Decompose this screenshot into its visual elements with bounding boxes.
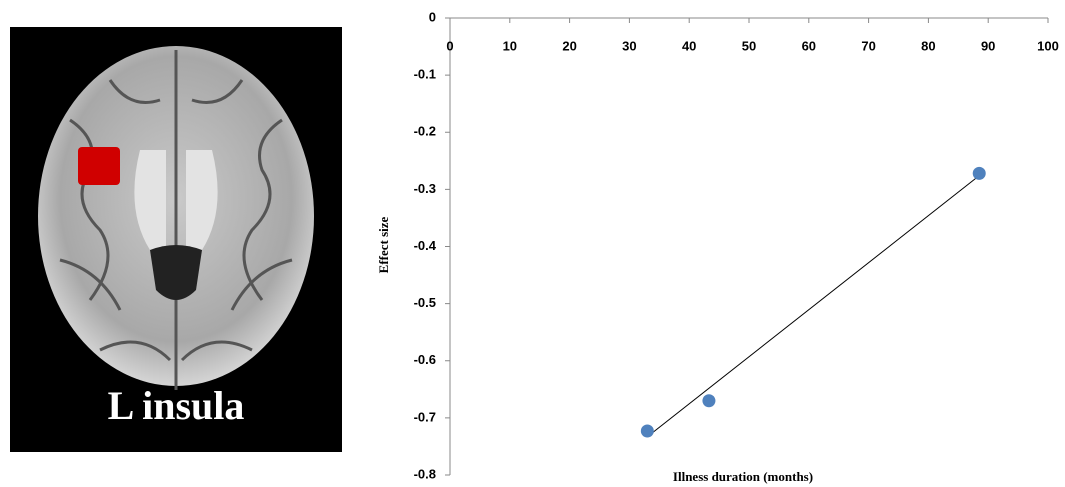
y-tick-label: -0.6 <box>414 352 436 367</box>
y-tick-label: -0.1 <box>414 67 436 82</box>
x-tick-label: 40 <box>682 38 696 53</box>
figure: L insula Effect size Illness duration (m… <box>0 0 1065 487</box>
x-tick-label: 80 <box>921 38 935 53</box>
x-tick-label: 90 <box>981 38 995 53</box>
x-tick-label: 0 <box>446 38 453 53</box>
x-tick-label: 30 <box>622 38 636 53</box>
brain-panel: L insula <box>10 27 342 452</box>
y-tick-label: -0.3 <box>414 181 436 196</box>
x-tick-label: 70 <box>861 38 875 53</box>
roi-highlight <box>78 147 120 185</box>
chart: Effect size Illness duration (months) 0-… <box>376 9 1059 484</box>
page: {"panel_label": "L insula", "chart_data"… <box>0 0 1065 487</box>
y-tick-label: -0.4 <box>414 238 437 253</box>
panel-label: L insula <box>108 383 245 428</box>
data-point <box>702 394 715 407</box>
y-tick-label: -0.8 <box>414 466 436 481</box>
x-tick-label: 60 <box>802 38 816 53</box>
x-tick-label: 50 <box>742 38 756 53</box>
y-tick-label: 0 <box>429 9 436 24</box>
y-tick-label: -0.5 <box>414 295 436 310</box>
data-point <box>641 425 654 438</box>
x-axis-title: Illness duration (months) <box>673 469 813 484</box>
y-tick-label: -0.7 <box>414 409 436 424</box>
y-axis-title: Effect size <box>376 216 391 273</box>
y-tick-label: -0.2 <box>414 124 436 139</box>
trendline <box>647 176 979 437</box>
x-tick-label: 10 <box>503 38 517 53</box>
data-point <box>973 167 986 180</box>
x-tick-label: 20 <box>562 38 576 53</box>
x-tick-label: 100 <box>1037 38 1059 53</box>
